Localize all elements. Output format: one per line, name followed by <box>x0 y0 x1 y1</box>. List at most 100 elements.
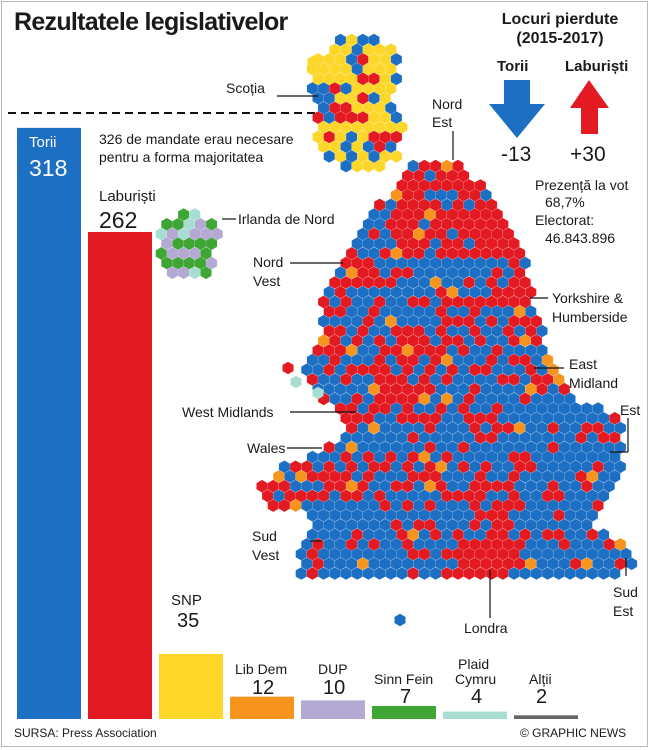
constituency-hex <box>575 489 587 503</box>
constituency-hex <box>323 150 335 163</box>
constituency-hex <box>329 315 341 328</box>
constituency-hex <box>351 567 363 580</box>
constituency-hex <box>463 373 475 386</box>
bar-label-plaid-2: Cymru <box>455 671 497 687</box>
constituency-hex <box>418 567 430 580</box>
constituency-hex <box>553 489 565 503</box>
constituency-hex <box>379 324 391 338</box>
constituency-hex <box>362 392 374 406</box>
constituency-hex <box>413 518 425 532</box>
constituency-hex <box>379 538 391 551</box>
majority-note-line2: pentru a forma majoritatea <box>99 149 264 165</box>
constituency-hex <box>441 412 453 425</box>
constituency-hex <box>334 538 346 551</box>
bar-value-libdem: 12 <box>252 677 275 699</box>
constituency-hex <box>312 91 324 105</box>
constituency-hex <box>581 518 593 532</box>
constituency-hex <box>446 479 458 493</box>
constituency-hex <box>368 247 380 260</box>
constituency-hex <box>362 43 374 56</box>
constituency-hex <box>486 334 498 347</box>
constituency-hex <box>362 82 374 95</box>
constituency-hex <box>318 353 330 367</box>
constituency-hex <box>424 363 436 377</box>
constituency-hex <box>390 285 402 299</box>
constituency-hex <box>502 227 514 241</box>
constituency-hex <box>306 353 318 367</box>
constituency-hex <box>368 460 380 474</box>
constituency-hex <box>525 421 537 435</box>
constituency-hex <box>368 53 380 66</box>
constituency-hex <box>206 237 218 250</box>
constituency-hex <box>346 344 358 357</box>
constituency-hex <box>486 198 498 212</box>
constituency-hex <box>469 382 481 396</box>
constituency-hex <box>536 441 548 454</box>
constituency-hex <box>592 402 604 415</box>
constituency-hex <box>575 470 587 483</box>
constituency-hex <box>357 305 369 318</box>
constituency-hex <box>570 441 582 454</box>
constituency-hex <box>480 363 492 377</box>
constituency-hex <box>340 159 352 173</box>
constituency-hex <box>396 392 408 406</box>
constituency-hex <box>441 567 453 580</box>
constituency-hex <box>446 208 458 221</box>
constituency-hex <box>609 470 621 483</box>
constituency-hex <box>351 353 363 367</box>
constituency-hex <box>430 509 442 522</box>
constituency-hex <box>351 412 363 425</box>
constituency-hex <box>474 450 486 464</box>
constituency-hex <box>346 72 358 86</box>
constituency-hex <box>474 198 486 212</box>
constituency-hex <box>474 489 486 503</box>
constituency-hex <box>586 450 598 464</box>
constituency-hex <box>592 557 604 571</box>
constituency-hex <box>374 295 386 309</box>
constituency-hex <box>374 334 386 347</box>
constituency-hex <box>519 315 531 328</box>
constituency-hex <box>430 159 442 173</box>
constituency-hex <box>418 509 430 522</box>
constituency-hex <box>396 373 408 386</box>
constituency-hex <box>592 538 604 551</box>
constituency-hex <box>558 518 570 532</box>
constituency-hex <box>542 470 554 483</box>
constituency-hex <box>390 324 402 338</box>
constituency-hex <box>458 247 470 260</box>
constituency-hex <box>396 218 408 231</box>
constituency-hex <box>435 227 447 241</box>
constituency-hex <box>385 353 397 367</box>
constituency-hex <box>390 266 402 280</box>
constituency-hex <box>502 460 514 474</box>
constituency-hex <box>446 247 458 260</box>
constituency-hex <box>609 567 621 580</box>
constituency-hex <box>536 324 548 338</box>
constituency-hex <box>446 402 458 415</box>
constituency-hex <box>374 431 386 444</box>
constituency-hex <box>402 421 414 435</box>
constituency-hex <box>312 72 324 86</box>
constituency-hex <box>340 412 352 425</box>
constituency-hex <box>508 334 520 347</box>
constituency-hex <box>609 431 621 444</box>
constituency-hex <box>194 237 206 250</box>
constituency-hex <box>385 547 397 561</box>
constituency-hex <box>334 33 346 47</box>
constituency-hex <box>379 150 391 163</box>
constituency-hex <box>452 392 464 406</box>
constituency-hex <box>536 557 548 571</box>
constituency-hex <box>474 256 486 270</box>
constituency-hex <box>385 489 397 503</box>
constituency-hex <box>413 305 425 318</box>
constituency-hex <box>346 91 358 105</box>
constituency-hex <box>575 547 587 561</box>
constituency-hex <box>374 101 386 115</box>
constituency-hex <box>547 538 559 551</box>
constituency-hex <box>542 353 554 367</box>
constituency-hex <box>312 111 324 124</box>
constituency-hex <box>452 528 464 541</box>
constituency-hex <box>340 431 352 444</box>
constituency-hex <box>424 208 436 221</box>
constituency-hex <box>351 431 363 444</box>
